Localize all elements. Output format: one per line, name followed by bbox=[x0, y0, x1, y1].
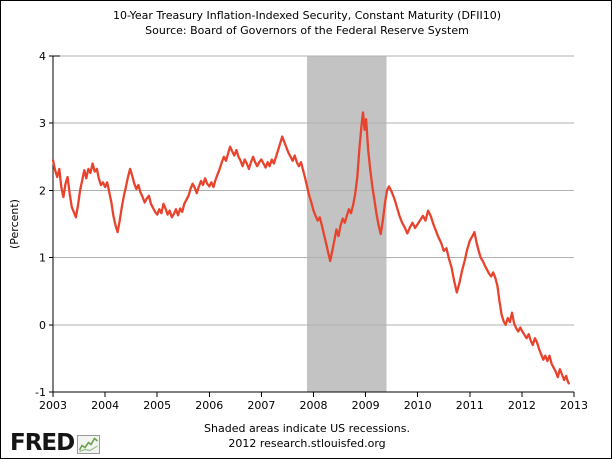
fred-logo: FRED bbox=[10, 430, 101, 456]
fred-logo-chart-icon bbox=[77, 435, 101, 454]
svg-text:2006: 2006 bbox=[195, 399, 223, 412]
svg-text:-1: -1 bbox=[35, 386, 46, 399]
y-tick-labels: 4 3 2 1 0 -1 bbox=[35, 50, 46, 399]
svg-text:2: 2 bbox=[39, 184, 46, 197]
y-axis-label: (Percent) bbox=[8, 199, 21, 249]
recession-note: Shaded areas indicate US recessions. bbox=[204, 422, 410, 435]
svg-text:2007: 2007 bbox=[247, 399, 275, 412]
svg-text:2013: 2013 bbox=[560, 399, 588, 412]
svg-text:2004: 2004 bbox=[91, 399, 119, 412]
svg-text:2009: 2009 bbox=[352, 399, 380, 412]
fred-logo-text: FRED bbox=[10, 430, 75, 456]
svg-text:2012: 2012 bbox=[508, 399, 536, 412]
svg-text:1: 1 bbox=[39, 252, 46, 265]
svg-text:0: 0 bbox=[39, 319, 46, 332]
svg-text:4: 4 bbox=[39, 50, 46, 63]
svg-text:2011: 2011 bbox=[456, 399, 484, 412]
source-credit: 2012 research.stlouisfed.org bbox=[228, 437, 386, 450]
x-tick-labels: 2003 2004 2005 2006 2007 2008 2009 2010 2011 2012… bbox=[39, 399, 588, 412]
data-line bbox=[51, 111, 570, 385]
axes bbox=[49, 55, 575, 397]
recession-band-group bbox=[307, 56, 387, 392]
chart-title: 10-Year Treasury Inflation-Indexed Secur… bbox=[112, 9, 502, 22]
chart-subtitle: Source: Board of Governors of the Federa… bbox=[145, 24, 469, 37]
svg-text:2010: 2010 bbox=[404, 399, 432, 412]
svg-text:3: 3 bbox=[39, 117, 46, 130]
svg-text:2005: 2005 bbox=[143, 399, 171, 412]
svg-text:2008: 2008 bbox=[300, 399, 328, 412]
svg-text:2003: 2003 bbox=[39, 399, 67, 412]
